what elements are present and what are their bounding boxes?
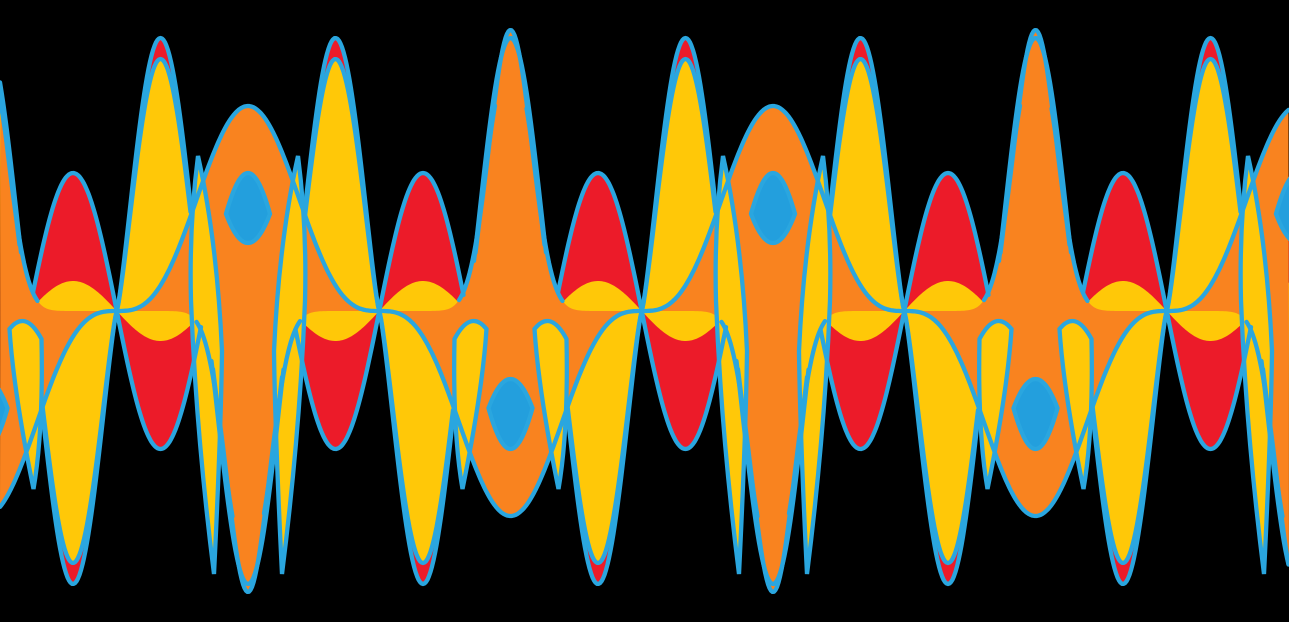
- orange_fast-curve-stroke: [0, 27, 1289, 595]
- blue-lens: [486, 376, 535, 452]
- blue-lens: [748, 170, 798, 246]
- yellow-wing: [1238, 155, 1275, 575]
- yellow-wing: [532, 318, 569, 490]
- yellow-wing: [796, 155, 833, 575]
- orange-wave: [0, 30, 1289, 592]
- blue-lens: [0, 387, 10, 437]
- yellow-wing: [452, 318, 489, 490]
- blue-lens: [223, 170, 273, 246]
- blue-lens: [1011, 376, 1060, 452]
- yellow-wing: [1057, 318, 1094, 490]
- blue-lens: [1273, 176, 1289, 242]
- yellow-wing: [713, 155, 750, 575]
- yellow-wing: [7, 318, 44, 490]
- yellow-wing: [977, 318, 1014, 490]
- yellow-wing: [271, 155, 308, 575]
- yellow-wing: [188, 155, 225, 575]
- orange_slow-curve-stroke: [0, 103, 1289, 519]
